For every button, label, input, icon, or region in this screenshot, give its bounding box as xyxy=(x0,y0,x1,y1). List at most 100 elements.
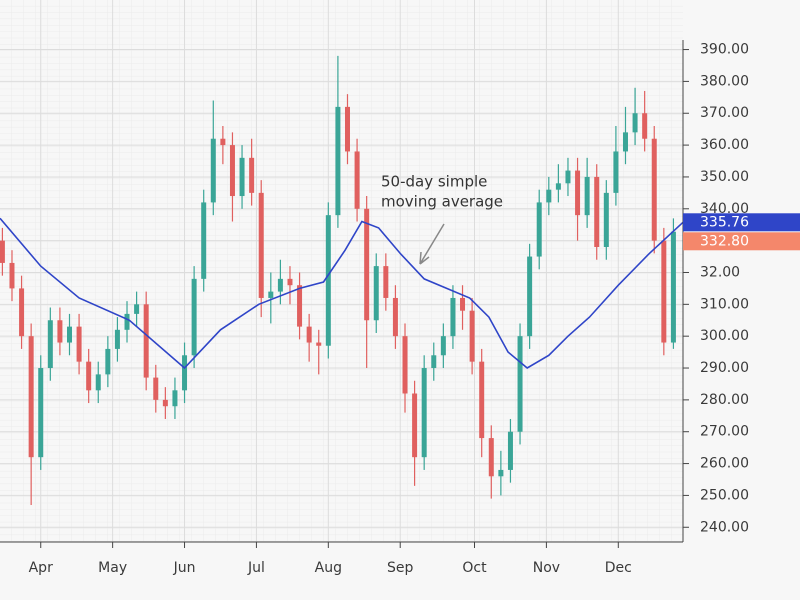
candle-body xyxy=(105,348,111,375)
candle-body xyxy=(19,288,25,337)
candle-body xyxy=(297,285,303,327)
candle-body xyxy=(498,469,504,477)
candle-body xyxy=(575,170,581,216)
candle-body xyxy=(670,231,676,343)
candle-body xyxy=(162,399,168,407)
y-tick-label: 240.00 xyxy=(700,519,749,535)
annotation-arrow xyxy=(419,223,445,265)
y-tick-label: 32.00 xyxy=(700,264,740,280)
candle-body xyxy=(229,145,235,197)
x-tick-label: May xyxy=(98,560,127,576)
x-tick-label: Apr xyxy=(29,560,53,576)
candle-body xyxy=(632,113,638,133)
candle-body xyxy=(28,336,34,458)
y-tick-label: 270.00 xyxy=(700,424,749,440)
candle-body xyxy=(402,336,408,394)
candle-body xyxy=(421,368,427,458)
candle-body xyxy=(182,355,188,391)
candle-body xyxy=(536,202,542,257)
y-tick-label: 250.00 xyxy=(700,487,749,503)
annotation-line: moving average xyxy=(381,193,503,211)
candle-body xyxy=(287,278,293,286)
candle-body xyxy=(191,278,197,356)
candle-body xyxy=(517,336,523,432)
candle-body xyxy=(622,132,628,152)
y-tick-label: 350.00 xyxy=(700,169,749,185)
candle-body xyxy=(613,151,619,193)
y-tick-label: 390.00 xyxy=(700,42,749,58)
candle-body xyxy=(57,320,63,343)
x-tick-label: Aug xyxy=(315,560,342,576)
last-close-box xyxy=(683,232,800,251)
y-tick-label: 300.00 xyxy=(700,328,749,344)
candle-body xyxy=(134,304,140,314)
candle-body xyxy=(9,262,15,289)
candle-body xyxy=(460,297,466,311)
candle-body xyxy=(661,240,667,343)
x-tick-label: Oct xyxy=(462,560,487,576)
last-ma-label: 335.76 xyxy=(700,214,749,230)
annotation-line: 50-day simple xyxy=(381,173,487,191)
candle-body xyxy=(124,313,130,330)
last-close-label: 332.80 xyxy=(700,233,749,249)
candle-body xyxy=(239,157,245,197)
candle-body xyxy=(344,106,350,152)
candle-body xyxy=(412,393,418,458)
y-tick-label: 340.00 xyxy=(700,201,749,217)
x-tick-label: Dec xyxy=(605,560,632,576)
candle-body xyxy=(642,113,648,139)
candle-body xyxy=(249,157,255,193)
marks xyxy=(0,55,684,505)
candle-body xyxy=(469,310,475,362)
candle-body xyxy=(268,291,274,298)
moving-average-line xyxy=(0,217,684,370)
candle-body xyxy=(47,320,53,369)
x-tick-label: Nov xyxy=(533,560,560,576)
candle-body xyxy=(277,278,283,292)
candle-body xyxy=(153,377,159,400)
last-ma-box xyxy=(683,213,800,232)
candle-body xyxy=(210,138,216,203)
candle-body xyxy=(373,266,379,321)
candle-body xyxy=(38,368,44,458)
candle-body xyxy=(95,374,101,391)
candle-body xyxy=(335,106,341,216)
candle-body xyxy=(392,297,398,337)
candle-body xyxy=(651,138,657,241)
candle-body xyxy=(479,361,485,439)
y-tick-label: 380.00 xyxy=(700,73,749,89)
candle-body xyxy=(201,202,207,279)
x-tick-label: Jul xyxy=(247,560,265,576)
x-tick-label: Jun xyxy=(173,560,196,576)
candle-body xyxy=(76,326,82,362)
candle-body xyxy=(114,329,120,349)
candle-body xyxy=(507,431,513,470)
candle-body xyxy=(258,192,264,298)
candle-body xyxy=(220,138,226,146)
candle-body xyxy=(86,361,92,391)
candle-body xyxy=(546,189,552,203)
minor-grid xyxy=(0,0,683,542)
candle-body xyxy=(431,355,437,369)
candle-body xyxy=(306,326,312,343)
y-tick-label: 360.00 xyxy=(700,137,749,153)
y-tick-label: 310.00 xyxy=(700,296,749,312)
grid xyxy=(0,0,683,542)
y-tick-label: 370.00 xyxy=(700,105,749,121)
candle-body xyxy=(172,390,178,407)
y-tick-label: 260.00 xyxy=(700,456,749,472)
x-tick-label: Sep xyxy=(387,560,414,576)
candle-body xyxy=(565,170,571,184)
candle-body xyxy=(603,192,609,248)
y-tick-label: 290.00 xyxy=(700,360,749,376)
candle-body xyxy=(325,215,331,346)
candle-body xyxy=(0,240,5,263)
y-tick-label: 280.00 xyxy=(700,392,749,408)
candle-body xyxy=(488,438,494,477)
candle-body xyxy=(354,151,360,209)
labels: 240.00 250.00 260.00 270.00 280.00 290.00 300.… xyxy=(29,42,800,576)
candle-body xyxy=(584,176,590,216)
candle-body xyxy=(440,336,446,356)
candle-body xyxy=(316,342,322,346)
